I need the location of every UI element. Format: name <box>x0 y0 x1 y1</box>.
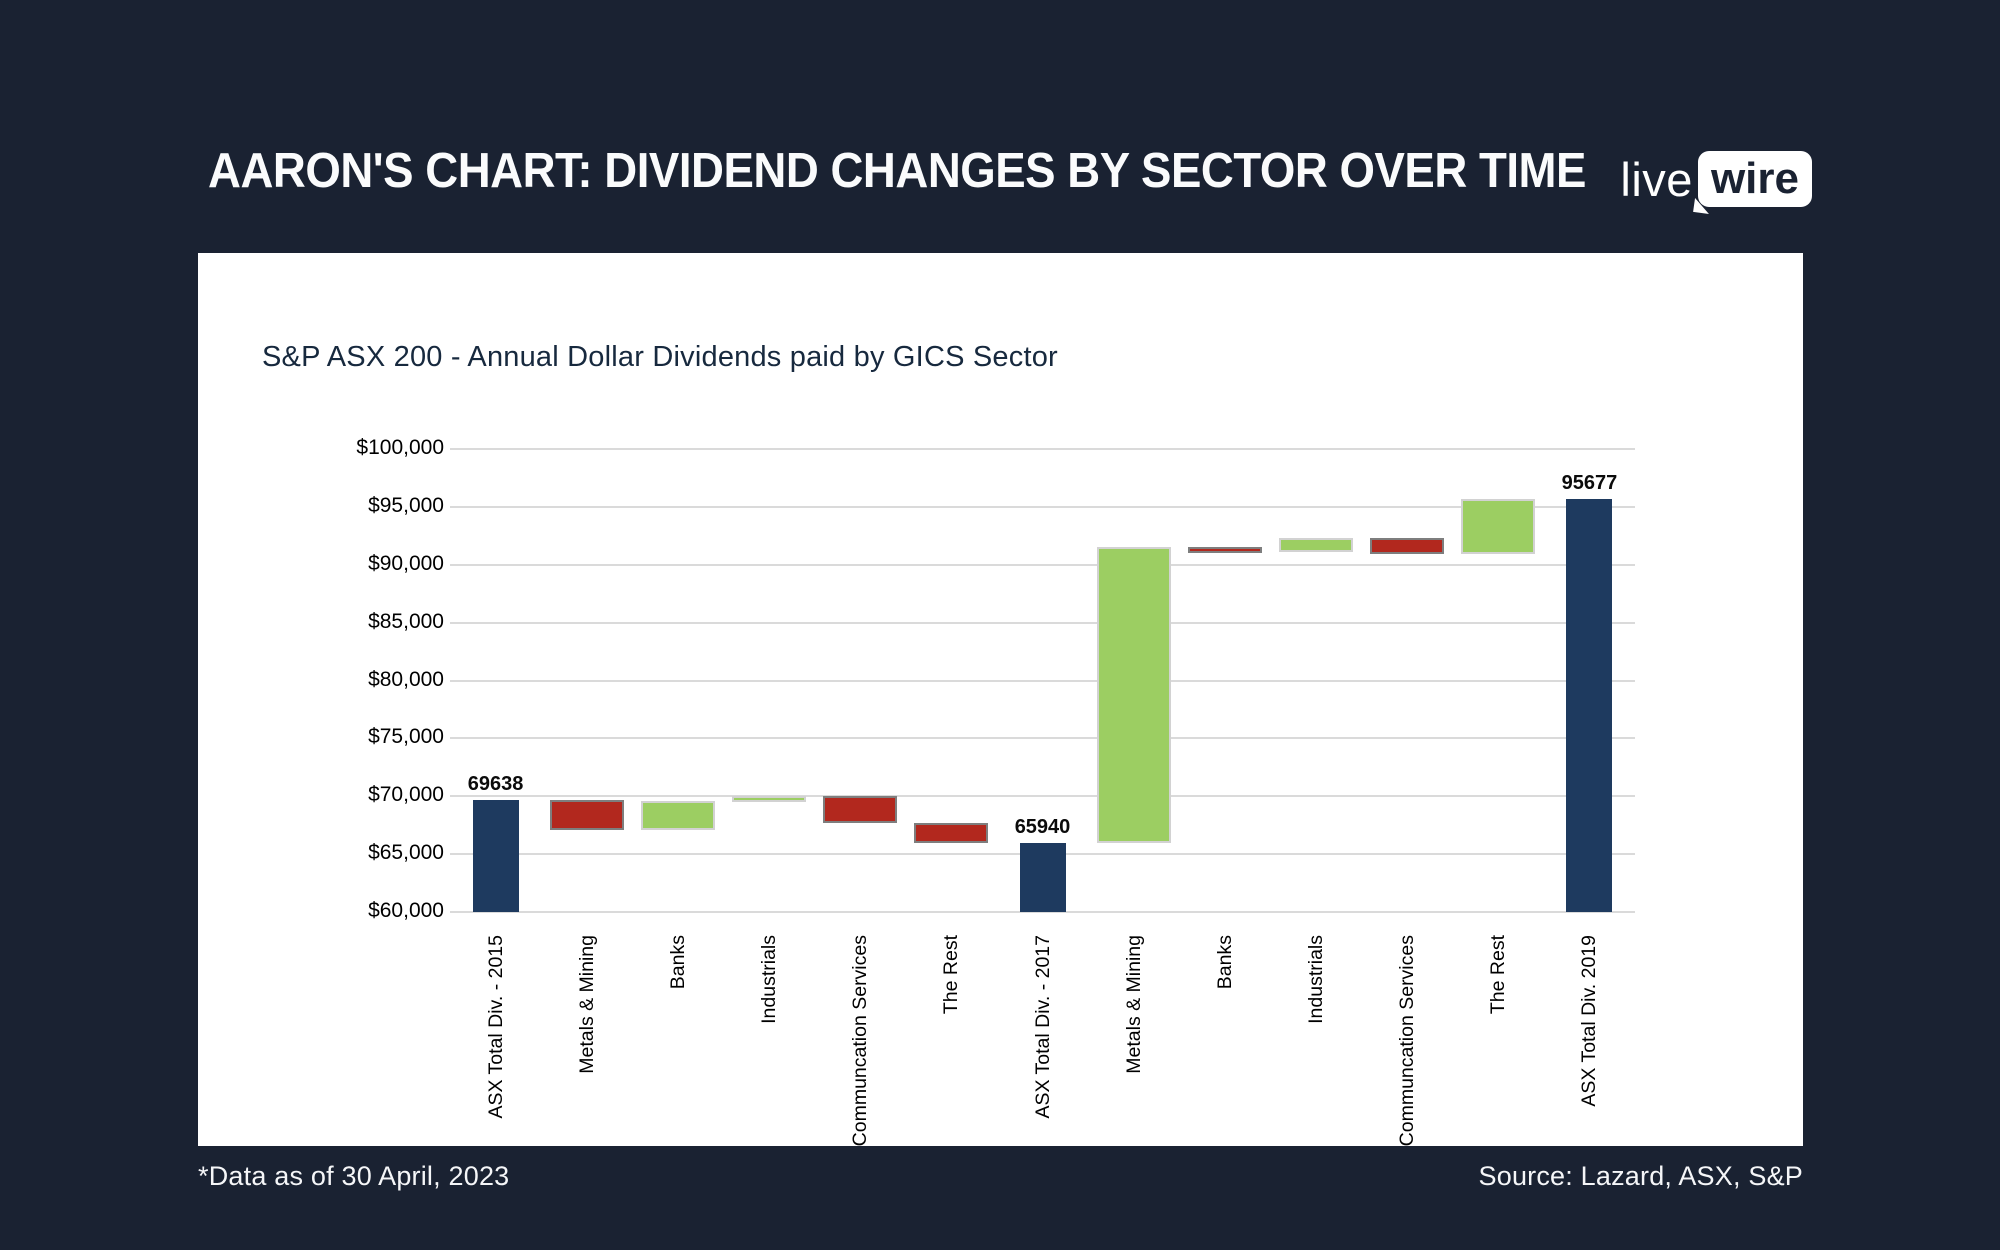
livewire-logo-wire-badge: wire <box>1697 151 1812 207</box>
x-tick-label: Metals & Mining <box>575 935 598 1074</box>
bar-value-label: 69638 <box>467 773 524 796</box>
gridline <box>450 563 1635 566</box>
waterfall-plot: $100,000 $95,000 $90,000 $85,000 $80,000 $75,… <box>198 253 1803 1146</box>
gridline <box>450 621 1635 624</box>
chart-title: S&P ASX 200 - Annual Dollar Dividends pa… <box>262 341 1058 373</box>
chart-panel: S&P ASX 200 - Annual Dollar Dividends pa… <box>198 253 1803 1146</box>
x-tick-label: Banks <box>1213 935 1236 990</box>
y-tick-label: $65,000 <box>368 841 444 865</box>
y-tick-label: $75,000 <box>368 725 444 749</box>
gridline <box>450 737 1635 740</box>
waterfall-bar-increase <box>640 800 715 830</box>
waterfall-bar-total <box>472 800 519 912</box>
x-tick-label: The Rest <box>1487 935 1510 1015</box>
y-tick-label: $85,000 <box>368 609 444 633</box>
waterfall-bar-decrease <box>823 795 898 823</box>
y-tick-label: $95,000 <box>368 493 444 517</box>
gridline <box>450 448 1635 450</box>
x-tick-label: Metals & Mining <box>1122 935 1145 1074</box>
waterfall-bar-increase <box>1461 499 1536 555</box>
waterfall-bar-increase <box>1096 547 1171 844</box>
x-tick-label: ASX Total Div. - 2015 <box>484 935 507 1119</box>
livewire-logo: live wire <box>1620 150 1812 208</box>
y-tick-label: $60,000 <box>368 899 444 922</box>
waterfall-bar-decrease <box>914 822 989 844</box>
gridline <box>450 911 1635 913</box>
waterfall-bar-decrease <box>1370 537 1445 555</box>
x-tick-label: Communcation Services <box>849 935 872 1147</box>
x-tick-label: Banks <box>666 935 689 990</box>
x-tick-label: Industrials <box>758 935 781 1024</box>
y-tick-label: $80,000 <box>368 667 444 691</box>
x-tick-label: Communcation Services <box>1396 935 1419 1147</box>
y-tick-label: $70,000 <box>368 783 444 807</box>
livewire-logo-live-text: live <box>1620 152 1693 206</box>
bar-value-label: 65940 <box>1014 816 1071 839</box>
footer-source: Source: Lazard, ASX, S&P <box>1478 1161 1803 1191</box>
x-tick-label: Industrials <box>1304 935 1327 1024</box>
waterfall-bar-increase <box>732 795 807 802</box>
y-tick-label: $100,000 <box>356 436 444 459</box>
page-title: AARON'S CHART: DIVIDEND CHANGES BY SECTO… <box>208 144 1586 198</box>
bar-value-label: 95677 <box>1561 472 1618 495</box>
footer-data-note: *Data as of 30 April, 2023 <box>198 1161 510 1191</box>
x-tick-label: ASX Total Div. - 2017 <box>1031 935 1054 1119</box>
waterfall-bar-increase <box>1278 537 1353 553</box>
y-tick-label: $90,000 <box>368 551 444 575</box>
gridline <box>450 795 1635 798</box>
waterfall-bar-total <box>1019 843 1066 912</box>
x-tick-label: The Rest <box>940 935 963 1015</box>
gridline <box>450 679 1635 682</box>
waterfall-bar-decrease <box>1187 547 1262 554</box>
gridline <box>450 505 1635 508</box>
x-tick-label: ASX Total Div. 2019 <box>1578 935 1601 1107</box>
waterfall-bar-decrease <box>549 800 624 830</box>
waterfall-bar-total <box>1566 499 1613 912</box>
